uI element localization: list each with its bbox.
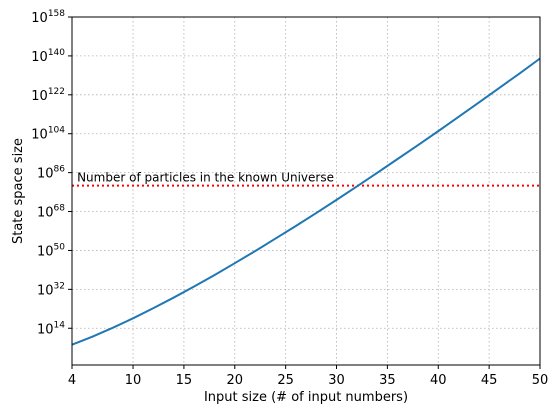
x-tick-label: 35 [379,373,396,388]
x-tick-label: 25 [277,373,294,388]
y-tick-label: 10158 [31,9,65,26]
x-tick-label: 40 [430,373,447,388]
y-axis-label: State space size [11,138,26,244]
x-tick-label: 4 [68,373,76,388]
y-tick-label: 1032 [37,281,65,298]
y-tick-label: 10140 [31,48,65,65]
y-tick-label: 1014 [37,320,65,337]
series-line [71,57,541,346]
x-tick-label: 45 [481,373,498,388]
y-tick-label: 10122 [31,87,65,104]
y-tick-label: 1086 [37,165,65,182]
reference-line-group: Number of particles in the known Univers… [72,171,540,187]
x-tick-label: 50 [532,373,549,388]
x-axis-label: Input size (# of input numbers) [204,390,408,405]
reference-line-label: Number of particles in the known Univers… [77,171,334,185]
series-group [71,57,541,346]
y-tick-label: 1068 [37,204,65,221]
x-tick-label: 20 [227,373,244,388]
ticks: 4 10 15 20 25 30 35 40 45 50 1014 1032 1050 1068 1086 1… [31,9,548,388]
plot-frame [71,16,541,366]
y-tick-label: 10104 [31,126,65,143]
x-tick-label: 10 [125,373,142,388]
x-tick-label: 15 [176,373,193,388]
y-tick-label: 1050 [37,242,65,259]
x-tick-label: 30 [328,373,345,388]
